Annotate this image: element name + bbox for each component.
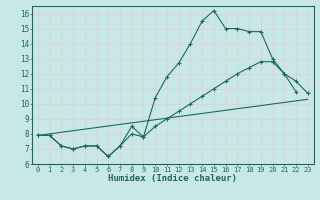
X-axis label: Humidex (Indice chaleur): Humidex (Indice chaleur)	[108, 174, 237, 183]
